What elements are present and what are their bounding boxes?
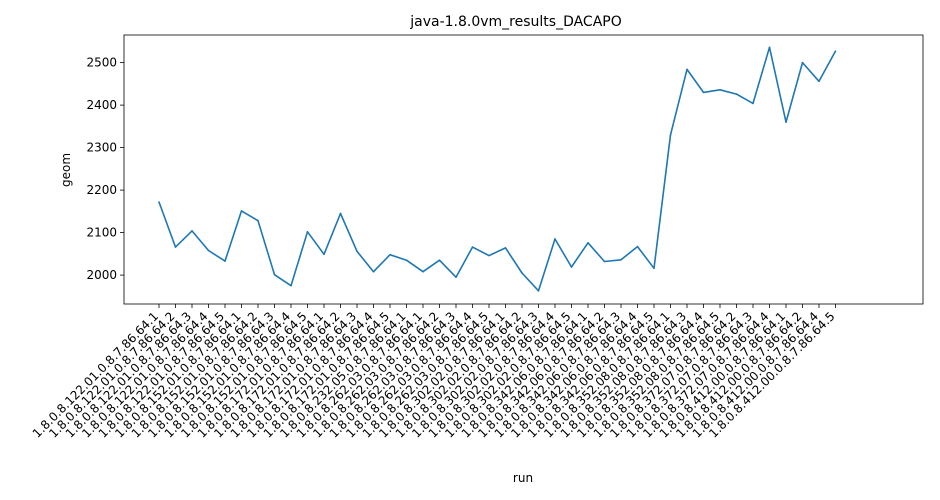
- y-tick-label: 2200: [86, 183, 117, 197]
- chart-title: java-1.8.0vm_results_DACAPO: [409, 14, 622, 30]
- data-point: [735, 93, 738, 95]
- data-point: [603, 260, 606, 263]
- data-point: [768, 46, 771, 49]
- data-point: [653, 267, 655, 270]
- data-point: [686, 68, 688, 71]
- data-point: [273, 273, 276, 276]
- y-tick-label: 2500: [86, 56, 117, 70]
- data-point: [240, 210, 243, 212]
- data-point: [587, 242, 589, 244]
- data-point: [257, 219, 259, 222]
- data-point: [537, 290, 540, 292]
- y-axis-label: geom: [59, 153, 73, 187]
- data-point: [372, 270, 375, 273]
- data-point: [521, 272, 523, 274]
- data-point: [158, 201, 160, 203]
- data-point: [620, 259, 622, 261]
- y-tick-label: 2000: [86, 268, 117, 282]
- data-point: [669, 134, 672, 136]
- data-point: [339, 212, 342, 215]
- data-point: [174, 246, 177, 248]
- data-point: [438, 259, 441, 262]
- data-point: [702, 91, 705, 94]
- x-axis-label: run: [513, 471, 533, 485]
- y-tick-label: 2300: [86, 141, 117, 155]
- data-point: [191, 230, 193, 232]
- data-point: [306, 230, 309, 233]
- data-point: [719, 89, 721, 91]
- data-point: [752, 102, 754, 105]
- data-point: [356, 250, 358, 253]
- data-point: [488, 254, 490, 257]
- data-point: [636, 245, 639, 248]
- data-point: [471, 246, 474, 248]
- data-point: [785, 121, 787, 123]
- data-point: [801, 61, 804, 64]
- data-point: [389, 253, 391, 256]
- plot-area: 2000210022002300240025001.8.0.8.122.01.0…: [30, 34, 924, 441]
- data-point: [554, 238, 556, 240]
- data-point: [224, 260, 226, 262]
- data-point: [818, 80, 820, 83]
- data-point: [207, 249, 210, 252]
- y-tick-label: 2100: [86, 226, 117, 240]
- data-point: [504, 247, 507, 249]
- data-point: [422, 270, 424, 273]
- data-point: [570, 266, 573, 268]
- data-point: [455, 276, 457, 279]
- series-line: [158, 46, 837, 292]
- data-point: [290, 284, 292, 287]
- axes-frame: [123, 34, 924, 305]
- data-point: [834, 50, 837, 52]
- data-point: [405, 259, 408, 262]
- data-point: [323, 253, 325, 256]
- y-tick-label: 2400: [86, 98, 117, 112]
